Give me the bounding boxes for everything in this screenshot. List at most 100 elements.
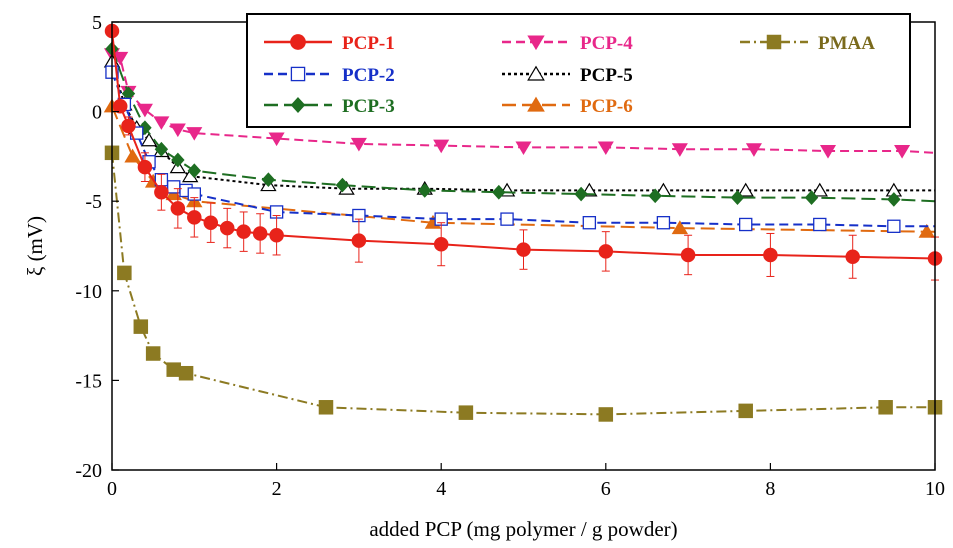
y-tick-label: -5: [85, 191, 102, 213]
legend: PCP-1 PCP-2 PCP-3 PCP-4 PCP-5 PCP-6 PMAA: [246, 13, 911, 128]
data-point-pcp-4: [153, 116, 170, 130]
data-point-pcp-4: [515, 141, 532, 156]
legend-marker-pcp-3: [290, 97, 306, 113]
data-point-pcp-1: [598, 244, 614, 259]
y-tick-label: 0: [92, 102, 102, 124]
legend-marker-pcp-5: [527, 65, 545, 81]
data-point-pcp-2: [887, 219, 901, 233]
data-point-pcp-1: [137, 159, 153, 175]
x-tick-label: 0: [107, 478, 117, 500]
data-point-pcp-1: [187, 210, 202, 225]
legend-box: [246, 13, 911, 128]
plot-marks: [103, 23, 943, 422]
axis-ticks: 0 2 4 6 8 10 5 0 -5 -10 -15 -20: [75, 12, 945, 500]
data-point-pcp-3: [574, 186, 588, 202]
data-point-pcp-1: [203, 215, 219, 230]
data-point-pcp-1: [845, 249, 860, 265]
data-point-pmaa: [458, 405, 474, 420]
data-point-pcp-4: [894, 145, 911, 159]
data-point-pcp-4: [433, 139, 450, 154]
data-point-pcp-3: [804, 190, 819, 205]
data-point-pcp-4: [169, 123, 186, 138]
x-tick-label: 10: [925, 478, 945, 500]
legend-marker-pcp-1: [290, 34, 306, 50]
legend-entry-pmaa: PMAA: [740, 33, 875, 54]
data-point-pmaa: [117, 265, 132, 281]
legend-entry-pcp-1: PCP-1: [264, 33, 395, 54]
data-point-pcp-6: [671, 220, 689, 235]
data-point-pcp-4: [268, 132, 285, 147]
data-point-pcp-4: [819, 145, 837, 159]
data-point-pcp-2: [500, 212, 514, 226]
data-point-pcp-4: [597, 141, 614, 156]
legend-label-pcp-4: PCP-4: [580, 33, 633, 54]
series-line-pcp-3: [111, 48, 936, 203]
legend-label-pcp-1: PCP-1: [342, 33, 395, 54]
data-point-pmaa: [145, 346, 161, 361]
x-tick-label: 6: [601, 478, 611, 500]
data-point-pcp-1: [236, 224, 251, 239]
data-point-pcp-3: [138, 120, 152, 136]
data-point-pcp-3: [730, 190, 745, 205]
data-point-pcp-2: [582, 216, 597, 230]
data-point-pcp-1: [252, 226, 268, 241]
data-point-pcp-1: [516, 242, 531, 257]
x-axis-title: added PCP (mg polymer / g powder): [369, 517, 677, 541]
data-point-pcp-1: [433, 236, 449, 252]
data-point-pcp-1: [680, 247, 696, 263]
series-line-pmaa: [111, 152, 935, 416]
legend-label-pcp-5: PCP-5: [580, 65, 633, 86]
y-axis-title: ξ (mV): [23, 216, 47, 276]
data-point-pcp-6: [918, 223, 935, 238]
data-point-pcp-5: [737, 182, 754, 197]
legend-label-pcp-6: PCP-6: [580, 96, 633, 117]
legend-label-pmaa: PMAA: [818, 33, 875, 54]
data-point-pcp-3: [261, 172, 276, 188]
data-point-pcp-3: [648, 188, 662, 204]
data-point-pcp-1: [121, 118, 136, 134]
data-point-pcp-4: [671, 143, 688, 157]
data-point-pcp-4: [136, 103, 153, 118]
data-point-pcp-6: [124, 148, 141, 163]
legend-entry-pcp-3: PCP-3: [264, 96, 395, 117]
data-point-pmaa: [878, 400, 893, 415]
data-point-pcp-1: [763, 247, 778, 263]
data-point-pcp-1: [154, 184, 169, 200]
x-tick-label: 4: [436, 478, 446, 500]
legend-entry-pcp-4: PCP-4: [502, 33, 633, 54]
data-point-pcp-1: [351, 233, 367, 248]
x-tick-label: 2: [272, 478, 282, 500]
legend-label-pcp-3: PCP-3: [342, 96, 395, 117]
legend-marker-pmaa: [766, 34, 782, 50]
data-point-pmaa: [598, 407, 614, 422]
legend-marker-pcp-2: [290, 66, 306, 82]
series-pmaa: [104, 145, 943, 422]
data-point-pcp-1: [219, 220, 235, 236]
y-tick-label: -10: [75, 281, 102, 303]
data-point-pcp-3: [154, 141, 169, 157]
data-point-pcp-3: [171, 152, 185, 168]
data-point-pcp-2: [813, 217, 827, 232]
data-point-pcp-3: [887, 192, 901, 207]
data-point-pmaa: [166, 362, 181, 377]
data-point-pcp-4: [745, 143, 762, 157]
x-tick-label: 8: [765, 478, 775, 500]
data-point-pmaa: [738, 403, 753, 419]
legend-entry-pcp-6: PCP-6: [502, 96, 633, 117]
y-tick-label: -20: [75, 460, 102, 482]
data-point-pcp-4: [112, 51, 129, 66]
data-point-pcp-5: [140, 132, 158, 147]
data-point-pcp-1: [269, 227, 284, 243]
data-point-pcp-3: [335, 177, 350, 193]
data-point-pmaa: [133, 319, 149, 334]
data-point-pcp-2: [656, 216, 671, 230]
data-point-pcp-3: [187, 163, 202, 179]
legend-entry-pcp-5: PCP-5: [502, 65, 633, 86]
legend-marker-pcp-6: [527, 96, 545, 112]
data-point-pcp-4: [350, 137, 367, 152]
data-point-pcp-1: [112, 98, 128, 114]
y-tick-label: 5: [92, 12, 102, 34]
legend-entry-pcp-2: PCP-2: [264, 65, 395, 86]
